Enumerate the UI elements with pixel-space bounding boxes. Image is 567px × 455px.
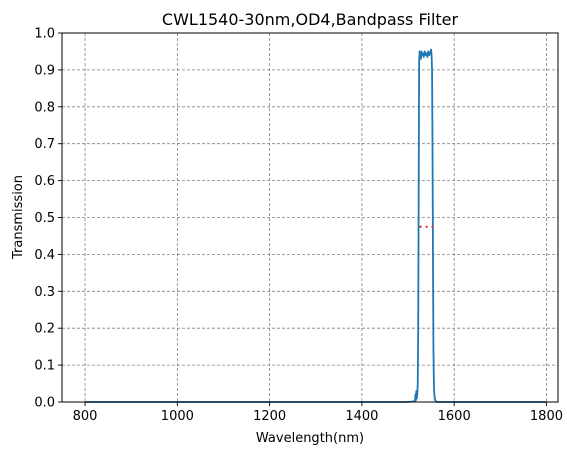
x-tick-label: 1400 [345, 409, 378, 424]
y-tick-label: 0.3 [34, 285, 55, 300]
y-tick-label: 0.4 [34, 248, 55, 263]
series-layer [85, 48, 547, 403]
y-tick-label: 0.8 [34, 100, 55, 115]
y-tick-label: 0.0 [34, 396, 55, 411]
chart-title: CWL1540-30nm,OD4,Bandpass Filter [162, 10, 459, 29]
transmission-curve [85, 48, 547, 403]
y-tick-label: 0.1 [34, 359, 55, 374]
grid [62, 32, 558, 403]
x-tick-label: 1800 [530, 409, 563, 424]
y-tick-label: 1.0 [34, 27, 55, 42]
y-tick-label: 0.5 [34, 211, 55, 226]
x-tick-label: 1600 [438, 409, 471, 424]
y-tick-label: 0.7 [34, 137, 55, 152]
x-tick-label: 800 [73, 409, 98, 424]
y-tick-label: 0.6 [34, 174, 55, 189]
ticks: 800 1000 1200 1400 1600 1800 0.0 0.1 0.2 0.3 0.4 0.… [34, 27, 563, 425]
y-tick-label: 0.9 [34, 63, 55, 78]
x-tick-label: 1000 [161, 409, 194, 424]
y-tick-label: 0.2 [34, 322, 55, 337]
x-axis-label: Wavelength(nm) [256, 431, 364, 446]
x-tick-label: 1200 [253, 409, 286, 424]
y-axis-label: Transmission [11, 175, 26, 260]
